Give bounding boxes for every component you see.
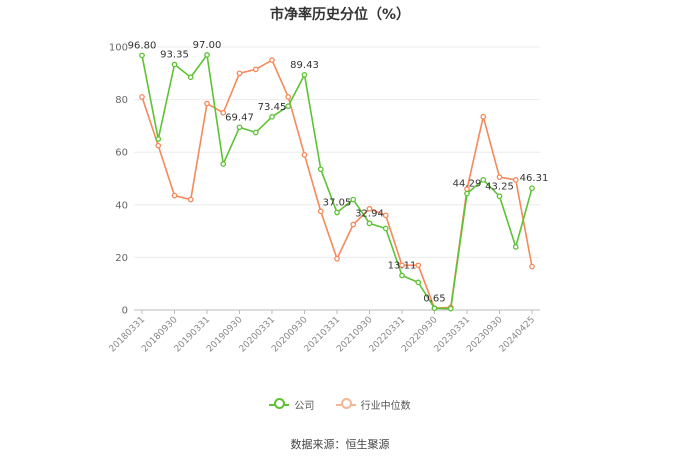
- point-company: [480, 176, 487, 183]
- y-tick-label: 0: [122, 306, 128, 317]
- data-label: 44.29: [453, 179, 482, 190]
- y-axis: 0 20 40 60 80 100: [109, 43, 128, 317]
- point-company: [187, 74, 194, 81]
- point-company: [269, 113, 275, 120]
- x-tick-label: 20240425: [498, 315, 537, 354]
- legend-item-company[interactable]: 公司: [269, 397, 314, 412]
- point-industry: [512, 176, 519, 183]
- x-axis: 2018033120180930201903312019093020200331…: [108, 310, 537, 355]
- series-layer: [139, 52, 535, 312]
- point-industry: [399, 262, 405, 269]
- chart-title: 市净率历史分位（%）: [269, 7, 411, 23]
- point-industry: [285, 94, 292, 100]
- point-industry: [269, 57, 275, 64]
- data-label: 69.47: [225, 112, 254, 123]
- point-industry: [171, 192, 178, 199]
- point-company: [171, 61, 178, 68]
- source-note: 数据来源：恒生聚源: [290, 438, 390, 451]
- point-industry: [236, 70, 243, 77]
- point-company: [399, 272, 405, 279]
- point-company: [350, 196, 357, 203]
- point-industry: [204, 100, 210, 107]
- point-industry: [334, 255, 340, 262]
- point-industry: [155, 142, 162, 149]
- point-industry: [366, 205, 373, 212]
- point-industry: [496, 174, 503, 181]
- data-label: 93.35: [160, 49, 189, 60]
- point-company: [236, 124, 243, 131]
- point-company: [252, 129, 259, 136]
- point-industry: [350, 221, 357, 228]
- point-company: [204, 52, 210, 58]
- point-company: [529, 185, 535, 192]
- y-tick-label: 40: [115, 200, 128, 211]
- data-label: 37.05: [323, 198, 352, 209]
- data-label: 0.65: [423, 293, 445, 304]
- y-tick-label: 20: [115, 253, 128, 264]
- point-industry: [415, 262, 422, 269]
- point-company: [366, 220, 373, 227]
- point-industry: [220, 109, 227, 116]
- point-company: [415, 279, 422, 286]
- point-company: [464, 190, 470, 197]
- point-industry: [382, 212, 389, 219]
- data-label: 89.43: [290, 60, 319, 71]
- point-company: [334, 209, 340, 216]
- point-industry: [252, 66, 259, 73]
- legend: 公司 行业中位数: [0, 397, 680, 413]
- legend-label-industry: 行业中位数: [360, 401, 411, 412]
- data-label: 73.45: [258, 102, 287, 113]
- data-label: 97.00: [193, 40, 222, 51]
- data-label: 96.80: [128, 40, 157, 51]
- point-company: [139, 52, 145, 59]
- y-tick-label: 100: [109, 43, 128, 54]
- data-label: 43.25: [485, 181, 514, 192]
- legend-marker-company: [269, 398, 290, 410]
- legend-marker-industry: [335, 398, 356, 410]
- point-industry: [480, 113, 487, 120]
- point-company: [496, 193, 503, 200]
- point-company: [317, 166, 324, 173]
- point-company: [431, 305, 438, 312]
- point-industry: [187, 196, 194, 203]
- point-industry: [529, 263, 535, 270]
- point-company: [155, 136, 162, 142]
- legend-item-industry[interactable]: 行业中位数: [335, 397, 411, 412]
- point-industry: [317, 208, 324, 215]
- point-company: [512, 244, 519, 250]
- point-company: [285, 103, 292, 110]
- data-labels: 96.8093.35 97.00 69.47 73.45 89.43 37.0532.94…: [128, 40, 549, 304]
- data-label: 46.31: [520, 173, 549, 184]
- data-label: 13.11: [388, 261, 417, 272]
- point-company: [301, 71, 308, 78]
- point-industry: [139, 94, 145, 100]
- point-company: [220, 161, 227, 167]
- point-company: [447, 305, 454, 312]
- y-tick-label: 60: [115, 148, 128, 159]
- y-tick-label: 80: [115, 95, 128, 106]
- point-industry: [301, 151, 308, 158]
- legend-label-company: 公司: [294, 401, 315, 412]
- data-label: 32.94: [355, 208, 384, 219]
- point-company: [382, 225, 389, 232]
